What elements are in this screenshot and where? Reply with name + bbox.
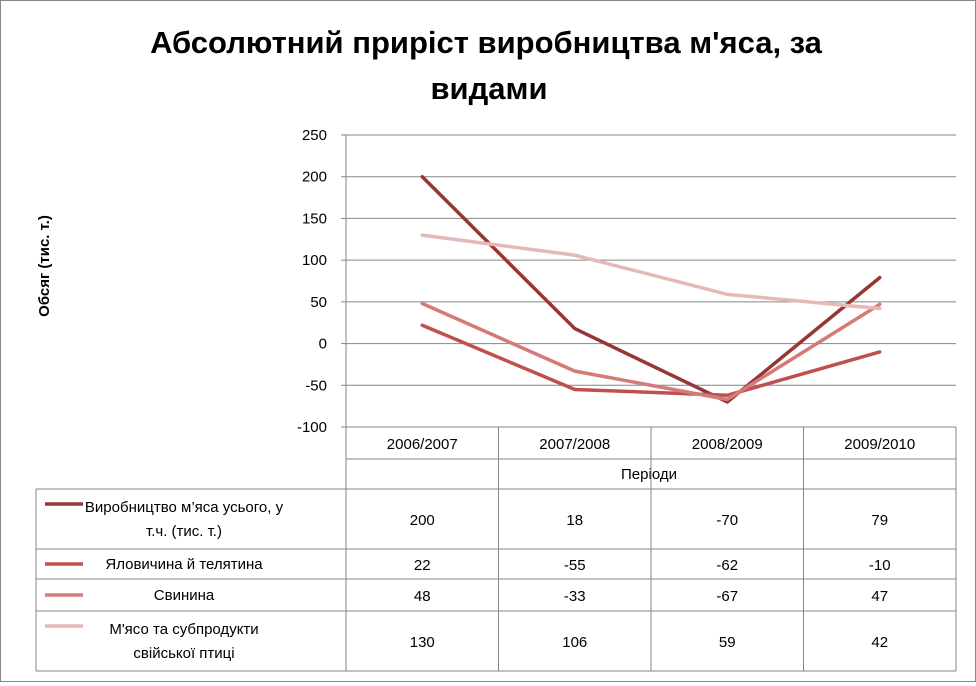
x-tick-label: 2009/2010 bbox=[844, 436, 915, 453]
table-value: -62 bbox=[716, 557, 738, 574]
y-tick-label: -50 bbox=[305, 377, 327, 394]
y-tick-label: 200 bbox=[302, 169, 327, 186]
y-axis-label: Обсяг (тис. т.) bbox=[36, 215, 53, 317]
series-line bbox=[420, 174, 882, 404]
y-tick-label: 150 bbox=[302, 210, 327, 227]
legend-label: Свинина bbox=[154, 587, 215, 604]
x-tick-label: 2007/2008 bbox=[539, 436, 610, 453]
y-tick-label: 250 bbox=[302, 127, 327, 144]
table-value: 106 bbox=[562, 634, 587, 651]
table-value: 59 bbox=[719, 634, 736, 651]
legend-label: Яловичина й телятина bbox=[105, 556, 263, 573]
x-tick-label: 2008/2009 bbox=[692, 436, 763, 453]
table-value: 48 bbox=[414, 588, 431, 605]
chart-title-line-2: видами bbox=[430, 71, 547, 106]
table-value: 200 bbox=[410, 512, 435, 529]
y-tick-label: -100 bbox=[297, 419, 327, 436]
x-tick-label: 2006/2007 bbox=[387, 436, 458, 453]
table-value: -70 bbox=[716, 512, 738, 529]
y-tick-label: 0 bbox=[319, 336, 327, 353]
table-value: -55 bbox=[564, 557, 586, 574]
table-value: 47 bbox=[871, 588, 888, 605]
table-value: -33 bbox=[564, 588, 586, 605]
table-value: 130 bbox=[410, 634, 435, 651]
legend-label: т.ч. (тис. т.) bbox=[146, 523, 222, 540]
x-axis-label: Періоди bbox=[621, 466, 677, 483]
series-line bbox=[420, 233, 882, 311]
legend-label: Виробництво м’яса усього, у bbox=[85, 499, 284, 516]
series-line bbox=[420, 301, 882, 402]
table-value: 18 bbox=[566, 512, 583, 529]
table-value: -10 bbox=[869, 557, 891, 574]
table-value: -67 bbox=[716, 588, 738, 605]
y-tick-label: 50 bbox=[310, 294, 327, 311]
legend-label: М'ясо та субпродукти bbox=[109, 621, 258, 638]
legend-label: свійської птиці bbox=[133, 645, 234, 662]
table-value: 22 bbox=[414, 557, 431, 574]
series-line bbox=[420, 323, 882, 398]
chart-title-line-1: Абсолютний приріст виробництва м'яса, за bbox=[150, 25, 823, 60]
y-tick-label: 100 bbox=[302, 252, 327, 269]
table-value: 79 bbox=[871, 512, 888, 529]
table-value: 42 bbox=[871, 634, 888, 651]
